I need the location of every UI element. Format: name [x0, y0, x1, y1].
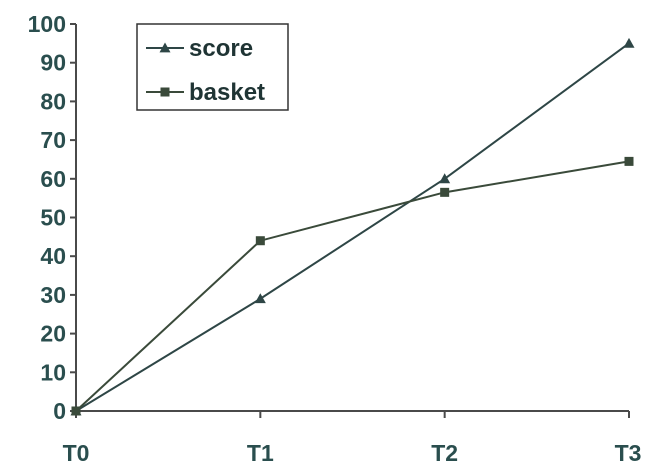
series-line-score [75, 42, 630, 412]
y-tick-label: 50 [40, 205, 66, 231]
x-tick-label: T0 [63, 440, 90, 466]
data-point-basket [440, 187, 450, 197]
y-tick-label: 90 [40, 50, 66, 76]
y-tick-label: 70 [40, 127, 66, 153]
y-tick-label: 40 [40, 243, 66, 269]
legend-item-score: score [146, 35, 253, 62]
x-tick-label: T2 [431, 440, 458, 466]
data-point-basket [624, 156, 634, 166]
data-point-basket [71, 406, 81, 416]
legend-marker [159, 42, 171, 53]
data-point-score [254, 293, 266, 304]
y-tick-label: 10 [40, 359, 66, 385]
y-tick-label: 60 [40, 166, 66, 192]
series-basket [71, 156, 634, 416]
x-axis: T0 T1 T2 T3 [63, 410, 642, 466]
y-axis: 0 10 20 30 40 50 60 70 80 90 100 [28, 11, 77, 424]
legend-label: score [189, 35, 253, 62]
legend-item-basket: basket [146, 79, 265, 106]
y-tick-label: 0 [53, 398, 66, 424]
x-tick-label: T1 [247, 440, 274, 466]
x-tick-label: T3 [615, 440, 642, 466]
y-tick-label: 30 [40, 282, 66, 308]
legend: score basket [136, 23, 289, 111]
data-point-score [623, 37, 635, 48]
y-tick-label: 20 [40, 321, 66, 347]
data-point-basket [255, 236, 265, 246]
series-line-basket [75, 160, 630, 412]
legend-marker [160, 87, 170, 97]
y-tick-label: 80 [40, 88, 66, 114]
y-tick-label: 100 [28, 11, 66, 37]
series-layer [70, 37, 635, 416]
data-point-score [439, 173, 451, 184]
legend-label: basket [189, 79, 265, 106]
